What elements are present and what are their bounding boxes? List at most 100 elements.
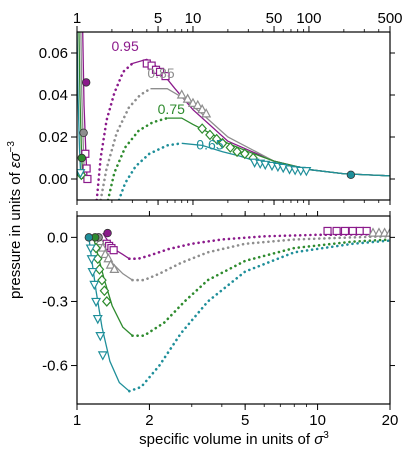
bottom-series-0-95-squares-marker-3 [109,246,118,255]
top-series-0-75-diamonds-marker-7 [240,148,250,160]
bottom-y-tick-label-0: 0.0 [47,229,68,246]
bottom-y-tick-label-2: -0.6 [42,358,68,375]
top-y-tick-label-1: 0.02 [39,129,68,146]
bottom-series-0-65-down-triangles-marker-6 [95,332,106,342]
top-series-0-75-diamonds-marker-4 [217,137,228,149]
top-markers [77,59,356,184]
x-axis-label: specific volume in units of σ3 [139,430,329,448]
top-series-0-85-triangles-marker-0 [176,89,187,99]
bottom-x-tick-label-3: 10 [309,412,326,429]
top-x-tick-label-3: 50 [266,10,283,27]
top-series-0-65-down-triangles-marker-0 [77,169,86,179]
top-series-0-75-solid-line-0 [78,32,84,180]
bottom-series-0-75-diamonds-marker-3 [97,274,107,286]
top-series-0-85-circles-marker-0 [79,128,88,137]
top-series-0-75-diamonds-marker-5 [225,142,236,153]
bottom-series-0-95-squares-marker-5 [332,226,341,236]
bottom-series-0-65-down-triangles-marker-0 [85,244,96,254]
top-series-0-95-solid-line-0 [82,32,88,180]
bottom-series-0-75-diamonds-marker-5 [101,296,112,307]
top-series-0-75-diamonds-marker-3 [211,133,222,145]
bottom-markers [84,226,390,361]
top-series-0-95-label: 0.95 [111,38,138,54]
top-series-0-95-squares-marker-2 [83,174,92,184]
top-series-0-65-down-triangles-marker-3 [260,160,271,171]
bottom-series-0-65-circles-marker-0 [84,233,94,242]
top-y-tick-label-3: 0.06 [39,45,68,62]
top-x-tick-label-4: 100 [296,10,321,27]
y-axis-label: pressure in units of εσ−3 [6,141,24,299]
top-x-ticks: 1 5 10 50 100 500 [73,10,403,205]
bottom-series-0-85-dotted-line-0 [131,235,390,282]
bottom-series-0-65-down-triangles-marker-2 [87,267,98,278]
bottom-y-ticks: 0.0 -0.3 -0.6 [42,229,395,375]
top-series-0-85-triangles-marker-5 [201,108,212,118]
top-series-0-75-diamonds-marker-6 [232,146,242,158]
bottom-series-0-95-squares-marker-9 [362,226,371,236]
top-series-0-85-label: 0.85 [147,65,174,81]
top-x-tick-label-5: 500 [377,10,402,27]
bottom-plot-frame [76,215,391,405]
top-series-0-85-triangles-marker-2 [187,97,198,108]
top-series-0-95-squares-marker-1 [82,164,91,173]
top-series-0-65-label: 0.65 [196,137,223,153]
bottom-series-0-95-dotted-line-0 [128,232,390,261]
top-series-0-75-diamonds-marker-1 [197,123,207,135]
top-panel: 1 5 10 50 100 500 0.000.020.040.06 0.950.850.… [39,10,403,205]
bottom-y-tick-label-1: -0.3 [42,293,68,310]
bottom-series-0-85-triangles-marker-1 [97,242,108,252]
top-x-tick-label-1: 5 [154,10,162,27]
bottom-x-ticks: 1 2 5 10 20 [73,211,399,429]
bottom-series-0-85-triangles-marker-9 [385,227,390,237]
top-series-0-65-dotted-line-0 [117,142,184,200]
top-series-0-75-label: 0.75 [158,101,185,117]
bottom-series-0-95-squares-marker-8 [355,226,365,236]
top-series-0-95-squares-marker-6 [155,67,165,77]
bottom-series-0-95-squares-marker-6 [340,226,350,236]
bottom-series-0-85-triangles-marker-5 [109,263,120,274]
top-series-0-65-down-triangles-marker-10 [301,167,312,177]
top-series-labels: 0.95 0.85 0.75 0.65 [111,38,223,153]
top-series-0-95-circles-marker-0 [81,78,91,87]
bottom-panel: 1 2 5 10 20 0.0 -0.3 -0.6 [42,211,398,429]
bottom-series-0-75-diamonds-marker-2 [94,264,105,275]
top-plot-frame [76,31,391,201]
bottom-series-0-75-diamonds-marker-4 [99,285,110,297]
top-y-ticks: 0.00 0.02 0.04 0.06 [39,45,395,188]
top-series-0-85-dotted-line-0 [99,87,152,200]
bottom-x-tick-label-4: 20 [382,412,399,429]
top-series-0-95-dotted-line-0 [95,62,134,200]
top-x-tick-label-0: 1 [73,10,81,27]
bottom-series-0-85-triangles-marker-3 [103,252,114,263]
top-series-0-75-diamonds-marker-2 [205,129,215,141]
top-series-0-85-triangles-marker-3 [192,99,203,110]
bottom-series-0-65-down-triangles-marker-5 [92,314,103,325]
bottom-series-0-95-squares-marker-7 [348,226,357,236]
bottom-series-0-95-squares-marker-4 [323,226,332,236]
bottom-series-0-65-dotted-line-0 [128,239,390,393]
top-series-0-65-circles-marker-0 [346,170,356,179]
top-series-0-95-squares-marker-4 [147,61,156,70]
top-x-tick-label-2: 10 [185,10,202,27]
top-series-0-75-circles-marker-0 [77,153,87,163]
bottom-x-tick-label-0: 1 [73,412,81,429]
bottom-series-0-75-dotted-line-0 [131,238,390,337]
top-series-0-75-dotted-line-0 [106,116,169,200]
bottom-curves [88,232,390,393]
bottom-x-tick-label-1: 2 [145,412,153,429]
bottom-series-0-65-down-triangles-marker-4 [91,297,102,308]
bottom-x-tick-label-2: 5 [241,412,249,429]
top-series-0-85-triangles-marker-4 [197,103,208,114]
bottom-series-0-65-down-triangles-marker-1 [86,255,97,265]
top-y-tick-label-2: 0.04 [39,87,68,104]
bottom-series-0-65-down-triangles-marker-3 [89,280,100,291]
bottom-series-0-95-circles-marker-0 [103,228,112,238]
top-series-0-85-triangles-marker-1 [182,93,193,103]
top-series-0-95-squares-marker-7 [161,71,170,81]
bottom-series-0-65-down-triangles-marker-7 [97,351,108,361]
bottom-series-0-85-triangles-marker-4 [105,259,116,269]
top-y-tick-label-0: 0.00 [39,171,68,188]
bottom-series-0-85-triangles-marker-6 [368,227,379,237]
top-curves [77,32,390,200]
